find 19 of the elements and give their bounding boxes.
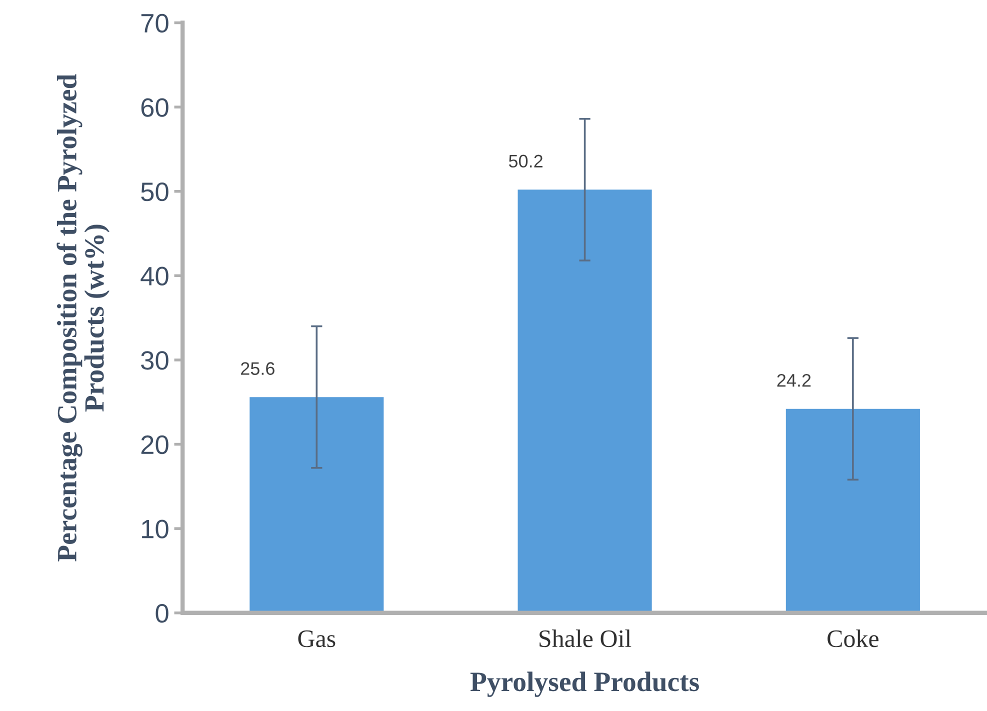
y-tick-label: 60 <box>141 98 168 117</box>
y-tick-label: 0 <box>156 604 168 623</box>
bar <box>518 190 652 613</box>
data-label: 50.2 <box>508 154 542 168</box>
y-tick-label: 70 <box>141 14 168 33</box>
y-tick-label: 50 <box>141 182 168 202</box>
bar <box>786 408 920 613</box>
y-tick-label: 20 <box>141 435 168 454</box>
x-axis-title: Pyrolysed Products <box>470 672 699 697</box>
y-tick-label: 10 <box>142 520 168 538</box>
bar <box>250 397 384 613</box>
x-tick-label: Gas <box>298 630 336 648</box>
y-axis-title: Percentage Composition of the Pyrolyzed Products (wt%) <box>56 74 110 562</box>
x-tick-label: Coke <box>828 630 878 648</box>
data-label: 25.6 <box>241 362 274 375</box>
y-tick-label: 40 <box>140 266 168 286</box>
x-tick-label: Shale Oil <box>540 630 632 648</box>
y-tick-label: 30 <box>141 351 168 370</box>
data-label: 24.2 <box>777 374 811 387</box>
